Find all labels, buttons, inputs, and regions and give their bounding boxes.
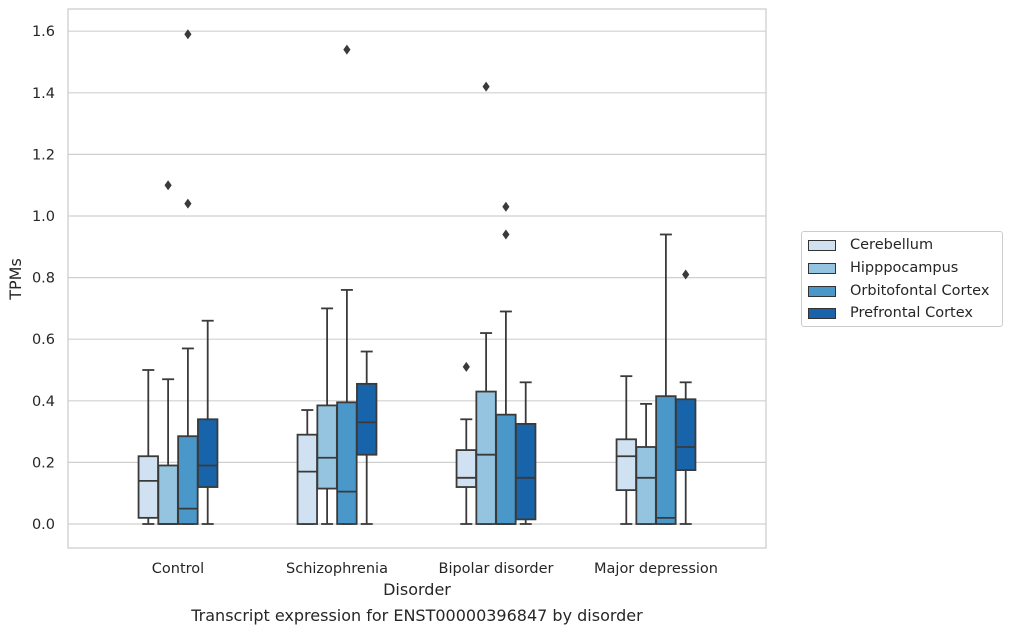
- box-iqr: [137, 455, 159, 519]
- outlier-point: [164, 180, 172, 191]
- outlier-point: [184, 29, 192, 40]
- chart-caption: Transcript expression for ENST0000039684…: [191, 606, 643, 625]
- box-iqr: [177, 435, 199, 525]
- legend-swatch-orbitofrontal-cortex: [808, 285, 836, 297]
- x-tick-label: Major depression: [594, 561, 718, 577]
- box-iqr: [495, 413, 517, 525]
- legend-item-prefrontal-cortex: Prefrontal Cortex: [808, 305, 973, 321]
- y-tick-label: 1.4: [32, 86, 55, 102]
- outlier-point: [184, 198, 192, 209]
- box-iqr: [197, 418, 219, 488]
- x-tick-label: Control: [152, 561, 204, 577]
- box-iqr: [296, 433, 318, 525]
- box-cerebellum-major-depression: [615, 375, 637, 525]
- box-cerebellum-control: [137, 369, 159, 525]
- box-hipppocampus-major-depression: [635, 402, 657, 525]
- y-tick-label: 1.0: [32, 209, 55, 225]
- y-axis-label: TPMs: [6, 258, 25, 301]
- box-iqr: [515, 422, 537, 521]
- legend-swatch-hippocampus: [808, 262, 836, 274]
- legend-item-hippocampus: Hipppocampus: [808, 260, 958, 276]
- legend-label: Cerebellum: [850, 237, 934, 253]
- box-iqr: [455, 449, 477, 488]
- x-tick-label: Schizophrenia: [286, 561, 388, 577]
- box-cerebellum-schizophrenia: [296, 409, 318, 525]
- box-iqr: [615, 438, 637, 492]
- box-orbitofontal-cortex-bipolar-disorder: [495, 201, 517, 525]
- box-orbitofontal-cortex-schizophrenia: [336, 44, 358, 525]
- y-tick-label: 0.6: [32, 332, 55, 348]
- box-hipppocampus-control: [157, 180, 179, 525]
- legend-item-cerebellum: Cerebellum: [808, 237, 933, 253]
- box-iqr: [475, 390, 497, 525]
- plot-frame: [67, 8, 767, 549]
- plot-boxes: [137, 29, 697, 525]
- box-prefrontal-cortex-schizophrenia: [356, 350, 378, 525]
- box-orbitofontal-cortex-control: [177, 29, 199, 525]
- box-iqr: [675, 398, 697, 472]
- box-hipppocampus-bipolar-disorder: [475, 81, 497, 525]
- box-iqr: [635, 446, 657, 525]
- y-tick-label: 0.0: [32, 517, 55, 533]
- box-iqr: [655, 395, 677, 525]
- legend-label: Prefrontal Cortex: [850, 305, 973, 321]
- legend-label: Orbitofontal Cortex: [850, 283, 990, 299]
- box-iqr: [316, 404, 338, 490]
- y-tick-label: 1.2: [32, 147, 55, 163]
- legend: Cerebellum Hipppocampus Orbitofontal Cor…: [801, 231, 1003, 327]
- outlier-point: [343, 44, 351, 55]
- legend-swatch-cerebellum: [808, 239, 836, 251]
- outlier-point: [482, 81, 490, 92]
- legend-swatch-prefrontal-cortex: [808, 307, 836, 319]
- y-tick-labels: 0.0 0.2 0.4 0.6 0.8 1.0 1.2 1.4 1.6: [32, 24, 55, 533]
- x-axis-label: Disorder: [383, 580, 451, 599]
- outlier-point: [462, 361, 470, 372]
- box-prefrontal-cortex-bipolar-disorder: [515, 381, 537, 525]
- outlier-point: [502, 201, 510, 212]
- box-orbitofontal-cortex-major-depression: [655, 233, 677, 525]
- box-prefrontal-cortex-major-depression: [675, 269, 697, 525]
- box-iqr: [356, 382, 378, 456]
- y-tick-label: 1.6: [32, 24, 55, 40]
- x-tick-label: Bipolar disorder: [439, 561, 554, 577]
- x-tick-labels: Control Schizophrenia Bipolar disorder Majo…: [152, 561, 718, 577]
- outlier-point: [502, 229, 510, 240]
- outlier-point: [682, 269, 690, 280]
- y-tick-label: 0.2: [32, 455, 55, 471]
- box-cerebellum-bipolar-disorder: [455, 361, 477, 525]
- box-iqr: [336, 401, 358, 525]
- legend-item-orbitofrontal-cortex: Orbitofontal Cortex: [808, 283, 989, 299]
- box-iqr: [157, 464, 179, 525]
- y-tick-label: 0.4: [32, 394, 55, 410]
- box-prefrontal-cortex-control: [197, 319, 219, 525]
- box-hipppocampus-schizophrenia: [316, 307, 338, 525]
- y-tick-label: 0.8: [32, 271, 55, 287]
- legend-label: Hipppocampus: [850, 260, 959, 276]
